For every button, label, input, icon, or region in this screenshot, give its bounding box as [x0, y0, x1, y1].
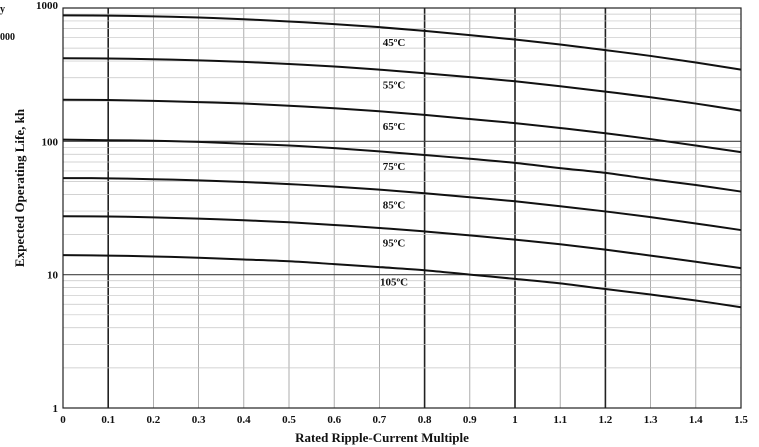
- curve-label-105ºC: 105ºC: [380, 277, 408, 289]
- x-tick-label: 1.5: [734, 414, 748, 426]
- y-tick-label: 10: [47, 270, 59, 282]
- y-tick-label: 100: [42, 136, 59, 148]
- x-tick-label: 0.9: [463, 414, 477, 426]
- x-tick-label: 0: [60, 414, 66, 426]
- curve-105ºC: [62, 254, 742, 309]
- curve-75ºC: [62, 138, 742, 193]
- curves: [62, 14, 742, 309]
- x-tick-label: 1.4: [689, 414, 703, 426]
- x-tick-label: 1.2: [599, 414, 613, 426]
- y-tick-labels: 1 10 100 1000: [36, 0, 59, 415]
- x-tick-labels: 0 0.1 0.2 0.3 0.4 0.5 0.6 0.7 0.8 0.9 1 1.1 1.2 1.3 1.…: [60, 414, 748, 426]
- plot-frame: [62, 7, 742, 409]
- cropped-edge-text-2: 000: [0, 32, 15, 43]
- curve-55ºC: [62, 57, 742, 112]
- x-tick-label: 0.5: [282, 414, 296, 426]
- x-tick-label: 0.3: [192, 414, 206, 426]
- curve-label-95ºC: 95ºC: [383, 238, 406, 250]
- x-tick-label: 0.2: [147, 414, 161, 426]
- x-tick-label: 0.8: [418, 414, 432, 426]
- curve-45ºC: [62, 14, 742, 71]
- curve-95ºC: [62, 215, 742, 270]
- curve-label-55ºC: 55ºC: [383, 79, 406, 91]
- x-axis-title: Rated Ripple-Current Multiple: [295, 430, 469, 445]
- x-tick-label: 1.3: [644, 414, 658, 426]
- curve-labels: 45ºC 55ºC 65ºC 75ºC 85ºC 95ºC 105ºC: [380, 37, 408, 289]
- x-tick-label: 0.1: [101, 414, 115, 426]
- curve-label-45ºC: 45ºC: [383, 37, 406, 49]
- y-tick-label: 1000: [36, 0, 59, 12]
- cropped-edge-text-1: y: [0, 4, 5, 15]
- x-tick-label: 0.6: [327, 414, 341, 426]
- grid-lines: [63, 8, 741, 408]
- cropped-edge-text: y 000: [0, 4, 15, 43]
- x-tick-label: 0.4: [237, 414, 251, 426]
- curve-85ºC: [62, 177, 742, 232]
- x-tick-label: 0.7: [373, 414, 387, 426]
- y-axis-title: Expected Operating Life, kh: [12, 108, 27, 267]
- curve-label-65ºC: 65ºC: [383, 121, 406, 133]
- x-tick-label: 1.1: [553, 414, 567, 426]
- x-tick-label: 1: [512, 414, 518, 426]
- curve-65ºC: [62, 98, 742, 154]
- y-tick-label: 1: [53, 403, 59, 415]
- curve-label-75ºC: 75ºC: [383, 161, 406, 173]
- curve-label-85ºC: 85ºC: [383, 199, 406, 211]
